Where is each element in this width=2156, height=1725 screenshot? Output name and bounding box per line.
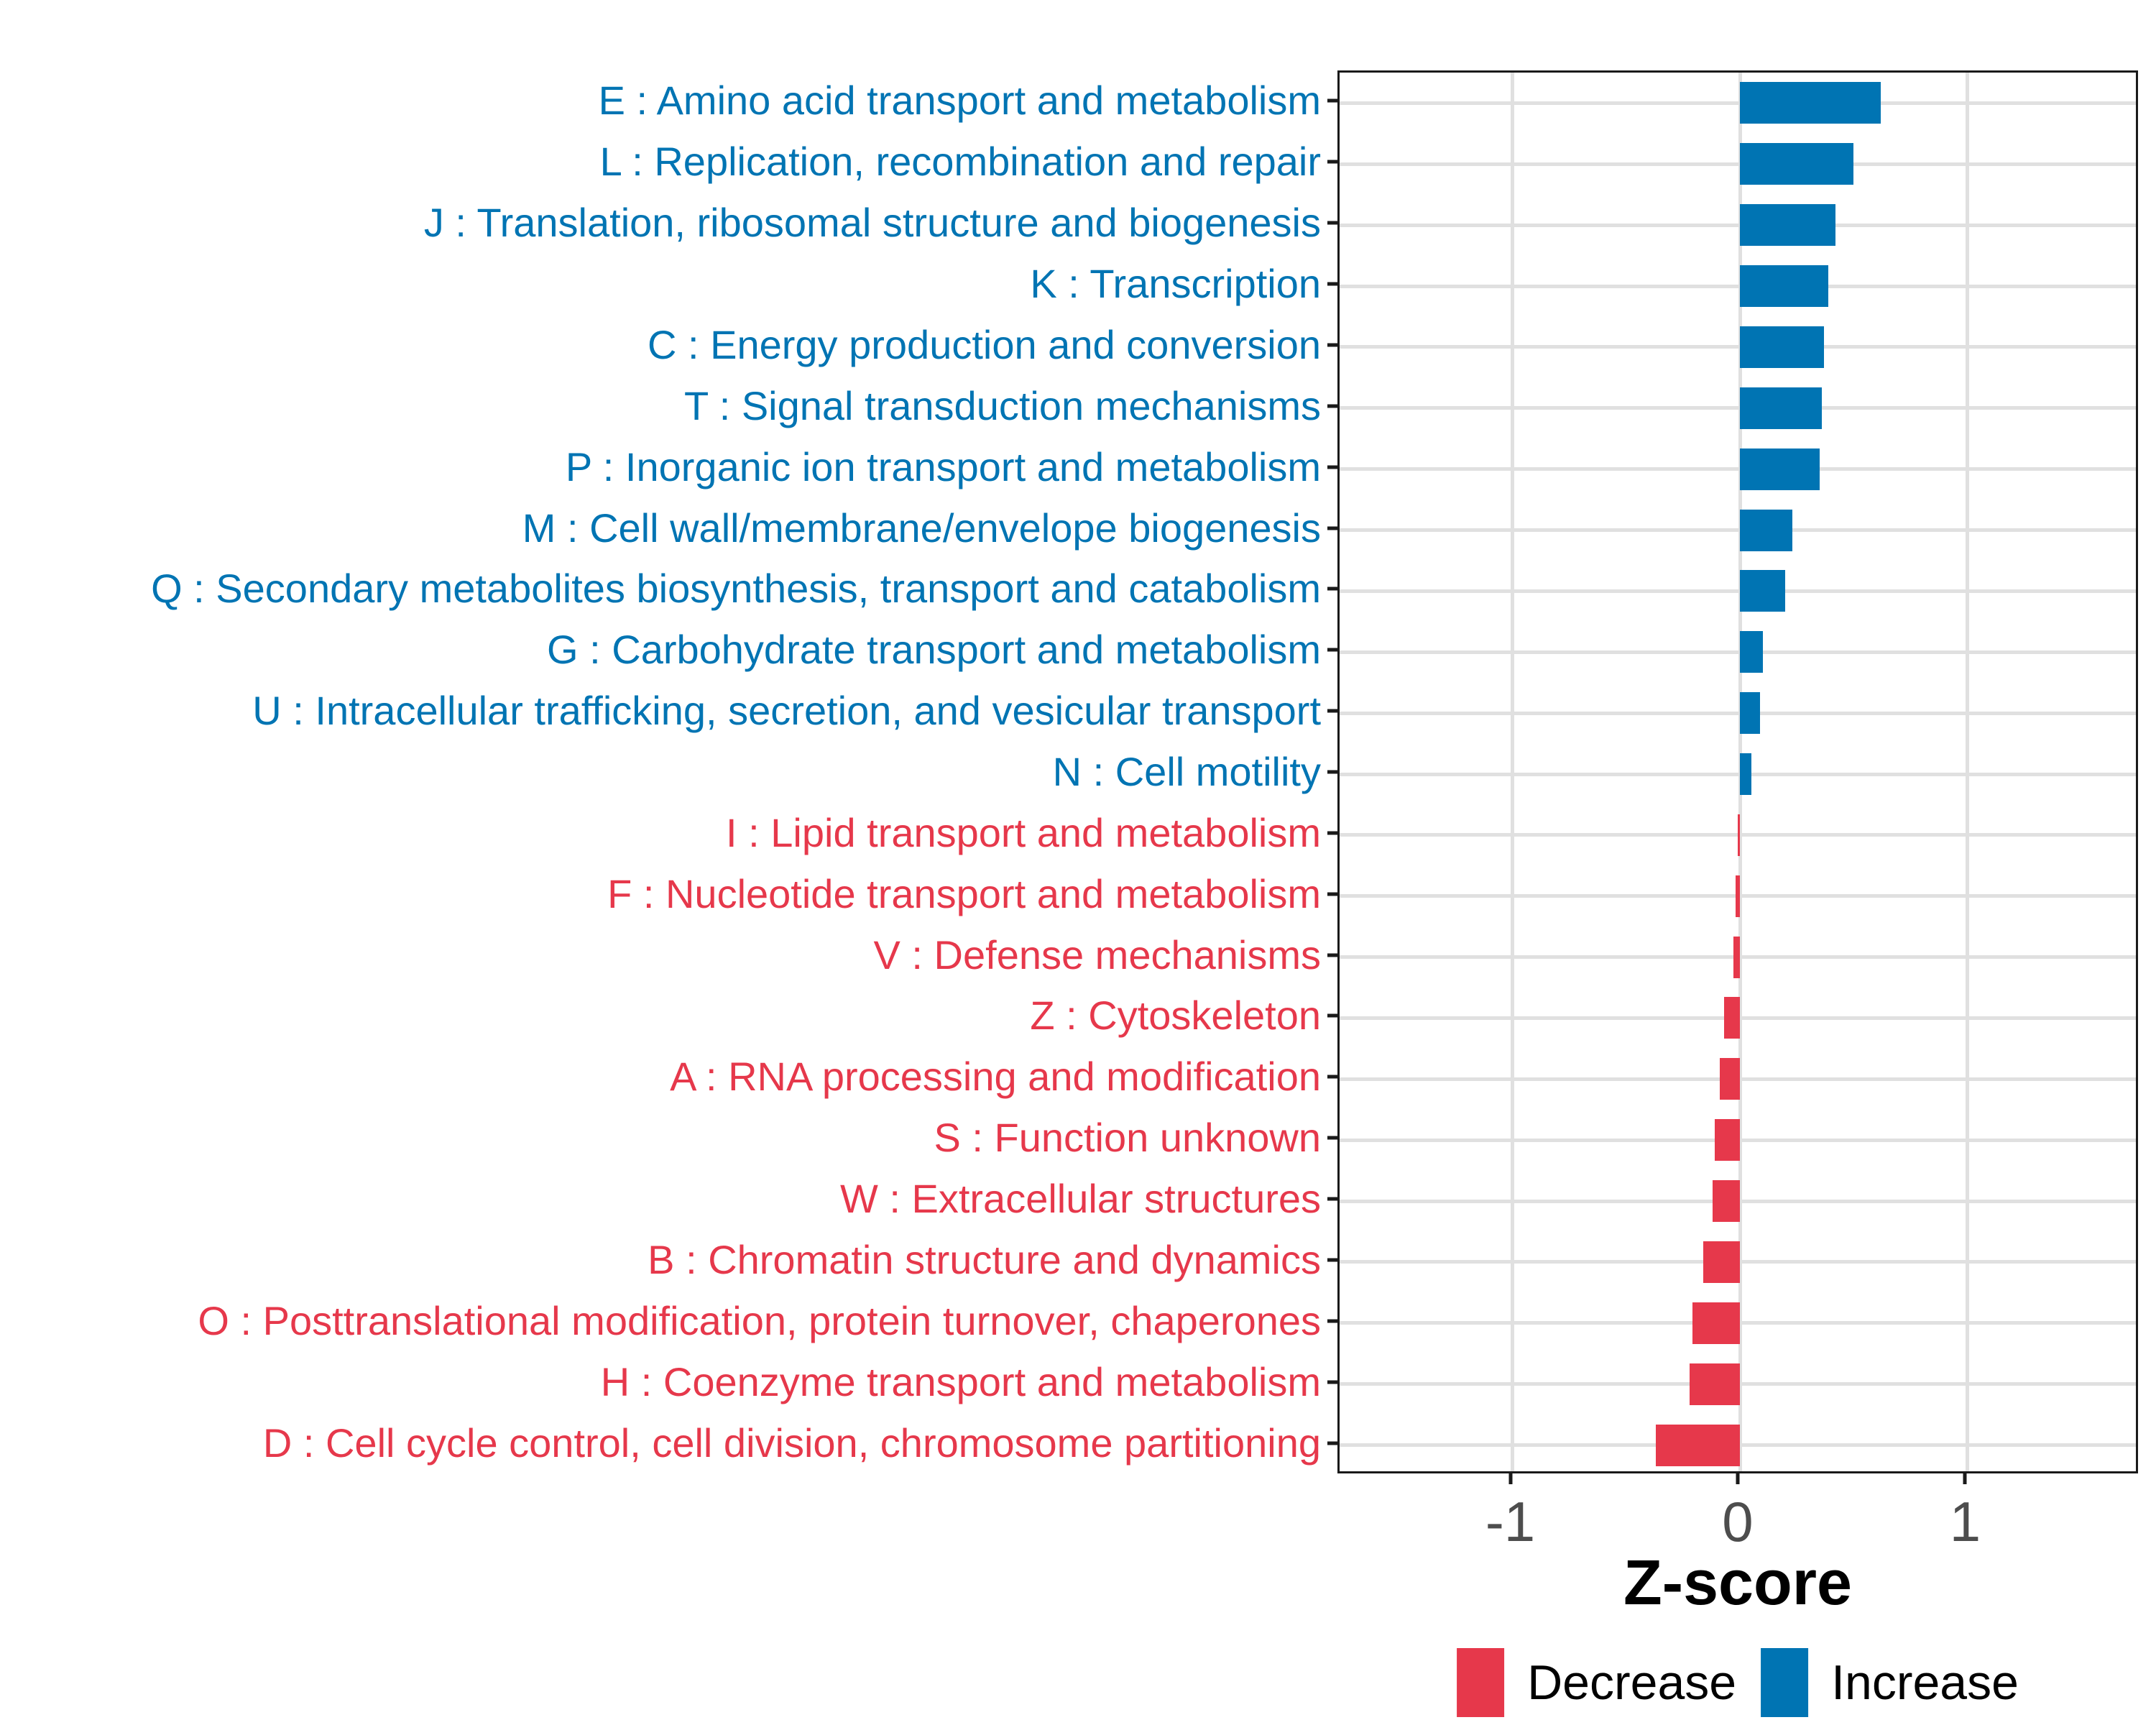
bar-T bbox=[1740, 387, 1822, 429]
y-label-A: A : RNA processing and modification bbox=[670, 1054, 1321, 1100]
y-tick-S bbox=[1327, 1136, 1337, 1140]
y-tick-J bbox=[1327, 221, 1337, 225]
y-tick-L bbox=[1327, 160, 1337, 164]
y-tick-T bbox=[1327, 404, 1337, 408]
y-label-C: C : Energy production and conversion bbox=[648, 321, 1321, 367]
y-tick-E bbox=[1327, 98, 1337, 103]
y-tick-Q bbox=[1327, 586, 1337, 591]
y-label-U: U : Intracellular trafficking, secretion… bbox=[252, 688, 1321, 734]
gridline-row-M bbox=[1340, 528, 2136, 533]
bar-F bbox=[1735, 875, 1740, 917]
y-label-B: B : Chromatin structure and dynamics bbox=[648, 1236, 1321, 1282]
bar-W bbox=[1713, 1180, 1740, 1223]
y-label-O: O : Posttranslational modification, prot… bbox=[198, 1297, 1321, 1343]
bar-V bbox=[1733, 936, 1740, 978]
bar-Q bbox=[1740, 570, 1786, 612]
gridline-row-G bbox=[1340, 650, 2136, 654]
bar-K bbox=[1740, 265, 1829, 308]
gridline-x-1 bbox=[1965, 73, 1969, 1471]
y-tick-O bbox=[1327, 1319, 1337, 1323]
y-label-D: D : Cell cycle control, cell division, c… bbox=[262, 1420, 1321, 1466]
legend-item-increase: Increase bbox=[1761, 1648, 2019, 1717]
bar-G bbox=[1740, 631, 1763, 673]
legend-label-increase: Increase bbox=[1831, 1655, 2019, 1710]
y-tick-P bbox=[1327, 465, 1337, 469]
bar-H bbox=[1690, 1363, 1740, 1405]
y-label-L: L : Replication, recombination and repai… bbox=[599, 139, 1321, 185]
bar-N bbox=[1740, 753, 1751, 795]
y-tick-M bbox=[1327, 526, 1337, 530]
y-label-M: M : Cell wall/membrane/envelope biogenes… bbox=[522, 505, 1321, 551]
gridline-row-N bbox=[1340, 772, 2136, 776]
gridline-x-neg1 bbox=[1511, 73, 1515, 1471]
x-tick-neg1 bbox=[1508, 1473, 1513, 1484]
x-tick-label-0: 0 bbox=[1722, 1490, 1754, 1553]
y-tick-D bbox=[1327, 1441, 1337, 1445]
bar-P bbox=[1740, 448, 1820, 490]
gridline-row-E bbox=[1340, 101, 2136, 105]
bar-L bbox=[1740, 143, 1854, 185]
bar-A bbox=[1719, 1058, 1740, 1100]
y-tick-C bbox=[1327, 343, 1337, 347]
y-tick-Z bbox=[1327, 1013, 1337, 1018]
y-tick-F bbox=[1327, 892, 1337, 896]
bar-B bbox=[1703, 1241, 1740, 1283]
y-label-I: I : Lipid transport and metabolism bbox=[726, 809, 1321, 855]
y-tick-I bbox=[1327, 831, 1337, 835]
plot-panel bbox=[1337, 70, 2138, 1473]
legend-label-decrease: Decrease bbox=[1527, 1655, 1737, 1710]
bar-O bbox=[1692, 1302, 1740, 1344]
y-label-W: W : Extracellular structures bbox=[839, 1176, 1321, 1222]
bar-E bbox=[1740, 82, 1881, 124]
y-tick-U bbox=[1327, 709, 1337, 713]
bar-C bbox=[1740, 326, 1825, 368]
y-tick-V bbox=[1327, 953, 1337, 957]
gridline-row-P bbox=[1340, 467, 2136, 472]
y-tick-B bbox=[1327, 1258, 1337, 1262]
y-label-T: T : Signal transduction mechanisms bbox=[683, 382, 1321, 428]
y-label-H: H : Coenzyme transport and metabolism bbox=[600, 1358, 1321, 1404]
x-axis-title: Z-score bbox=[1623, 1547, 1852, 1618]
gridline-row-T bbox=[1340, 406, 2136, 410]
y-tick-G bbox=[1327, 648, 1337, 652]
y-label-K: K : Transcription bbox=[1030, 261, 1321, 307]
y-tick-N bbox=[1327, 770, 1337, 774]
gridline-row-J bbox=[1340, 223, 2136, 227]
legend-key-increase bbox=[1761, 1648, 1809, 1717]
gridline-row-K bbox=[1340, 284, 2136, 288]
legend-key-decrease bbox=[1457, 1648, 1505, 1717]
y-label-G: G : Carbohydrate transport and metabolis… bbox=[547, 627, 1321, 673]
bar-U bbox=[1740, 692, 1761, 735]
y-label-P: P : Inorganic ion transport and metaboli… bbox=[565, 443, 1321, 489]
legend-item-decrease: Decrease bbox=[1457, 1648, 1736, 1717]
x-tick-label-neg1: -1 bbox=[1485, 1490, 1536, 1553]
bar-S bbox=[1715, 1119, 1740, 1162]
y-tick-K bbox=[1327, 282, 1337, 286]
bar-D bbox=[1655, 1424, 1740, 1466]
x-tick-0 bbox=[1736, 1473, 1740, 1484]
x-tick-1 bbox=[1963, 1473, 1967, 1484]
y-label-Z: Z : Cytoskeleton bbox=[1030, 993, 1321, 1039]
gridline-row-L bbox=[1340, 162, 2136, 166]
bar-I bbox=[1737, 814, 1740, 856]
y-label-E: E : Amino acid transport and metabolism bbox=[598, 78, 1321, 124]
bar-J bbox=[1740, 204, 1835, 247]
y-label-Q: Q : Secondary metabolites biosynthesis, … bbox=[151, 566, 1321, 612]
y-label-S: S : Function unknown bbox=[934, 1115, 1321, 1161]
gridline-row-Q bbox=[1340, 589, 2136, 593]
y-tick-A bbox=[1327, 1075, 1337, 1079]
bar-M bbox=[1740, 509, 1792, 551]
gridline-row-U bbox=[1340, 711, 2136, 715]
y-label-F: F : Nucleotide transport and metabolism bbox=[607, 870, 1321, 916]
legend: Decrease Increase bbox=[1457, 1648, 2019, 1717]
y-label-J: J : Translation, ribosomal structure and… bbox=[423, 200, 1321, 246]
y-label-N: N : Cell motility bbox=[1052, 749, 1321, 794]
bar-Z bbox=[1723, 997, 1740, 1039]
x-tick-label-1: 1 bbox=[1949, 1490, 1981, 1553]
y-tick-W bbox=[1327, 1197, 1337, 1201]
y-tick-H bbox=[1327, 1380, 1337, 1384]
gridline-row-C bbox=[1340, 345, 2136, 349]
y-label-V: V : Defense mechanisms bbox=[873, 932, 1321, 978]
